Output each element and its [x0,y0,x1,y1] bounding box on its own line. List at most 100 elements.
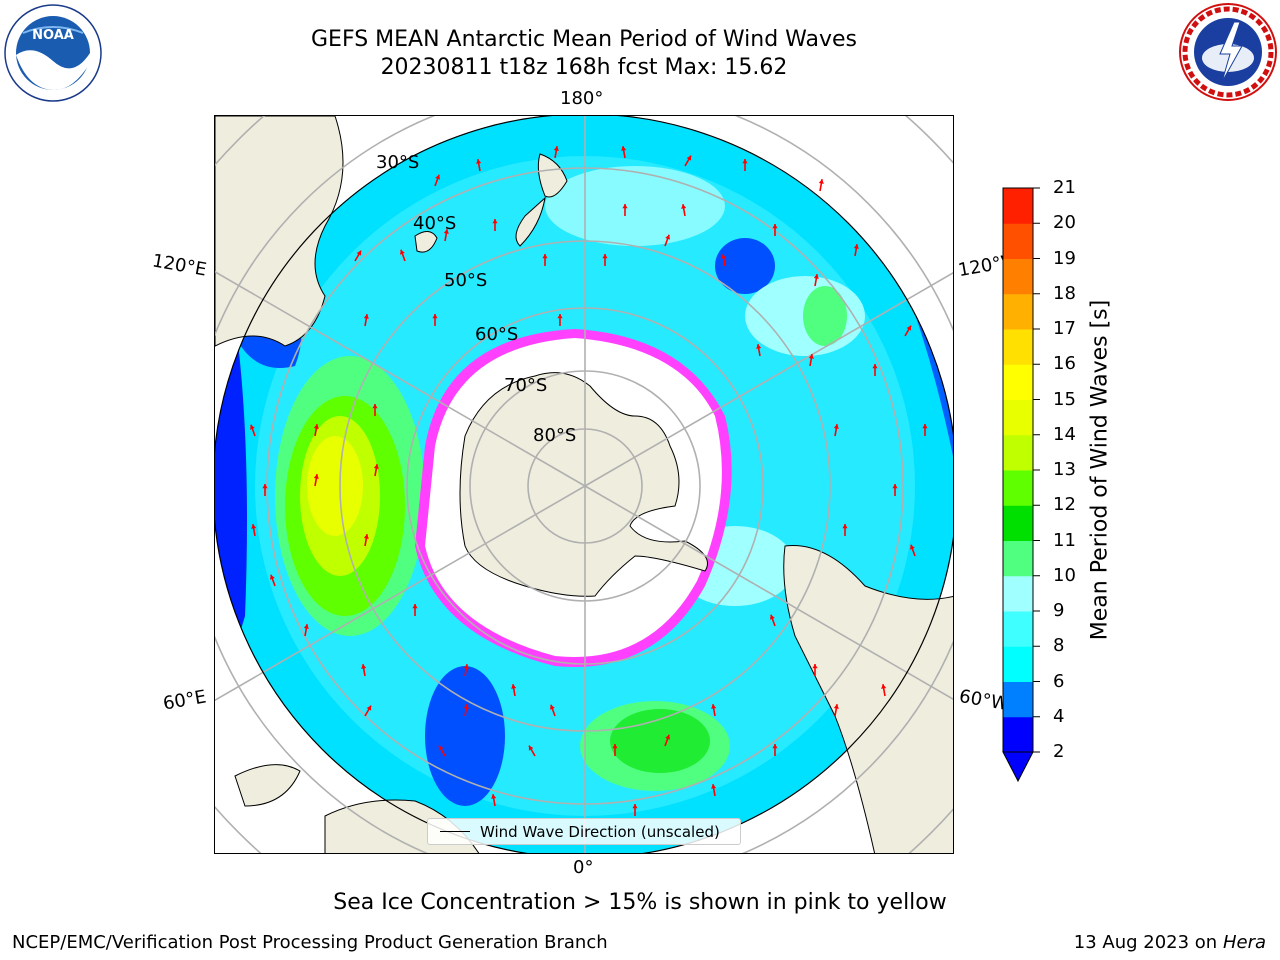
footer-machine: Hera [1222,932,1266,953]
colorbar-band [1003,716,1033,753]
wave-direction-arrowhead [772,224,778,229]
wave-direction-arrowhead [808,354,814,359]
wave-direction-arrowhead [361,664,367,669]
colorbar-band [1003,540,1033,577]
colorbar-tick-label: 12 [1053,494,1076,516]
wave-direction-arrowhead [492,219,498,224]
wave-direction-arrowhead [909,544,915,550]
wave-direction-arrowhead [681,204,687,209]
wave-direction-arrowhead [813,274,819,279]
colorbar-tick-label: 4 [1053,705,1065,727]
wave-direction-arrowhead [621,146,627,151]
colorbar-tick-label: 20 [1053,212,1076,234]
colorbar-band [1003,258,1033,295]
wave-direction-arrowhead [549,704,555,710]
colorbar-tick-label: 13 [1053,459,1076,480]
wave-direction-arrowhead [711,704,717,709]
wave-direction-arrowhead [818,179,824,184]
footer-date: 13 Aug 2023 on Hera [1074,932,1266,953]
wave-direction-arrowhead [476,159,482,164]
wave-direction-arrowhead [872,364,878,369]
wave-direction-arrowhead [269,574,275,580]
madagascar-land [234,764,301,807]
colorbar-tick-label: 17 [1053,318,1076,339]
lat-label-30s: 30°S [376,152,420,173]
lon-label-180: 180° [560,88,604,109]
wave-direction-arrowhead [842,524,848,529]
lon-label-0: 0° [573,857,594,878]
wave-direction-arrowhead [399,249,405,255]
wave-direction-arrowhead [906,325,912,331]
wave-direction-arrowhead [557,314,563,319]
lat-label-40s: 40°S [413,213,457,234]
wave-direction-arrowhead [812,664,818,669]
wave-direction-arrowhead [553,146,559,151]
wave-direction-arrowhead [756,344,762,349]
south-america-land [783,545,953,853]
wave-direction-arrowhead [412,604,418,609]
colorbar [1002,187,1040,783]
wave-direction-arrowhead [262,484,268,489]
wave-direction-arrowhead [313,474,319,479]
new-zealand-land [515,153,568,247]
wave-direction-arrowhead [366,705,372,711]
colorbar-band [1003,646,1033,682]
wave-direction-arrowhead [922,424,928,429]
wave-direction-arrowhead [769,614,775,620]
wave-direction-arrowhead [632,804,638,809]
colorbar-tick-label: 14 [1053,423,1076,445]
legend-label: Wind Wave Direction (unscaled) [480,822,720,841]
colorbar-tick-label: 2 [1053,741,1065,762]
wave-direction-arrowhead [542,254,548,259]
wave-direction-arrowhead [881,684,887,689]
wave-direction-arrowhead [892,484,898,489]
colorbar-band [1003,611,1033,647]
wave-direction-arrowhead [612,744,618,749]
map-legend: Wind Wave Direction (unscaled) [427,818,741,845]
wave-direction-arrowhead [665,734,671,740]
lon-label-60e: 60°E [161,686,208,715]
colorbar-band [1003,223,1033,259]
colorbar-title: Mean Period of Wind Waves [s] [1087,299,1113,641]
wave-direction-arrowhead [251,524,257,529]
colorbar-band [1003,575,1033,612]
lon-label-120e: 120°E [150,250,209,281]
wave-direction-arrowhead [833,704,839,709]
wave-direction-arrowhead [373,464,379,469]
wind-wave-arrows [249,146,928,816]
wave-direction-arrowhead [249,424,255,430]
svg-text:NOAA: NOAA [32,28,74,43]
wave-direction-arrowhead [602,254,608,259]
colorbar-extend-arrow [1002,751,1034,783]
wave-direction-arrowhead [528,745,534,751]
wave-direction-arrowhead [721,254,727,259]
lat-label-70s: 70°S [504,375,548,396]
colorbar-tick-label: 19 [1053,247,1076,269]
colorbar-band [1003,329,1033,365]
wave-direction-arrowhead [511,684,517,689]
wave-direction-arrowhead [313,424,319,429]
lat-label-80s: 80°S [533,425,577,446]
colorbar-band [1003,364,1033,400]
wave-direction-arrowhead [665,234,671,240]
colorbar-tick-label: 8 [1053,635,1065,657]
wave-direction-arrowhead [363,314,369,319]
colorbar-band [1003,470,1033,506]
colorbar-tick-label: 15 [1053,388,1076,410]
colorbar-band [1003,188,1033,224]
colorbar-band [1003,681,1033,718]
colorbar-band [1003,293,1033,330]
wave-direction-arrowhead [356,250,362,256]
wave-direction-arrowhead [711,784,717,789]
lat-label-50s: 50°S [444,270,488,291]
map-panel [214,115,954,854]
tasmania-land [414,231,438,253]
wave-direction-arrowhead [363,534,369,539]
wave-direction-arrowhead [432,314,438,319]
wave-direction-arrowhead [491,794,497,799]
wave-direction-arrowhead [303,624,309,629]
wave-direction-arrowhead [443,229,449,234]
australia-land [215,116,344,347]
legend-line-icon [440,831,470,832]
noaa-logo: NOAA [4,4,102,102]
